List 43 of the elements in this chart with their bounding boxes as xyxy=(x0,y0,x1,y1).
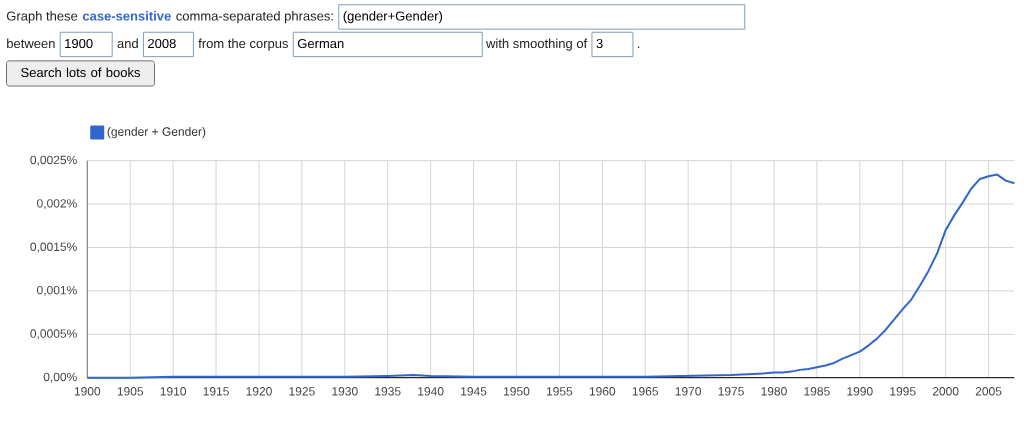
x-tick-label: 1965 xyxy=(632,387,659,396)
x-tick-label: 1905 xyxy=(117,387,144,396)
x-tick-label: 1970 xyxy=(675,387,702,396)
x-tick-label: 2000 xyxy=(932,387,959,396)
text: with smoothing of xyxy=(486,38,588,51)
y-tick-label: 0,0005% xyxy=(30,329,77,340)
x-tick-label: 1920 xyxy=(246,387,272,396)
legend-label: (gender + Gender) xyxy=(107,127,206,139)
x-tick-label: 1900 xyxy=(74,387,101,396)
y-tick-label: 0,00% xyxy=(43,372,77,383)
x-tick-label: 1930 xyxy=(332,387,358,396)
text: and xyxy=(117,38,138,49)
x-tick-label: 1975 xyxy=(718,387,744,396)
x-tick-label: 1945 xyxy=(461,387,487,396)
y-tick-label: 0,0015% xyxy=(30,242,77,253)
text: from the corpus xyxy=(198,38,289,51)
y-tick-label: 0,001% xyxy=(37,285,77,296)
x-tick-label: 1960 xyxy=(589,387,616,396)
x-tick-label: 1925 xyxy=(289,387,315,396)
x-tick-label: 1990 xyxy=(847,387,873,396)
x-tick-label: 1995 xyxy=(890,387,916,396)
y-tick-label: 0,0025% xyxy=(30,155,77,166)
text: between xyxy=(7,38,55,49)
text: 3 xyxy=(596,38,603,49)
text: Search lots of books xyxy=(21,67,140,78)
x-tick-label: 1950 xyxy=(504,387,530,396)
text: . xyxy=(637,46,640,48)
x-tick-label: 2005 xyxy=(975,387,1002,396)
x-tick-label: 1985 xyxy=(804,387,830,396)
x-tick-label: 1915 xyxy=(203,387,229,396)
text: German xyxy=(297,38,344,49)
y-tick-label: 0,002% xyxy=(37,199,77,210)
x-tick-label: 1980 xyxy=(761,387,787,396)
x-tick-label: 1935 xyxy=(375,387,401,396)
x-tick-label: 1955 xyxy=(546,387,573,396)
text: 2008 xyxy=(148,38,176,49)
text: case-sensitive xyxy=(82,11,171,21)
text: 1900 xyxy=(65,38,93,49)
text: (gender+Gender) xyxy=(343,11,443,24)
x-tick-label: 1940 xyxy=(418,387,444,396)
text: comma-separated phrases: xyxy=(176,11,333,24)
text: Graph these xyxy=(6,11,78,24)
x-tick-label: 1910 xyxy=(160,387,187,396)
